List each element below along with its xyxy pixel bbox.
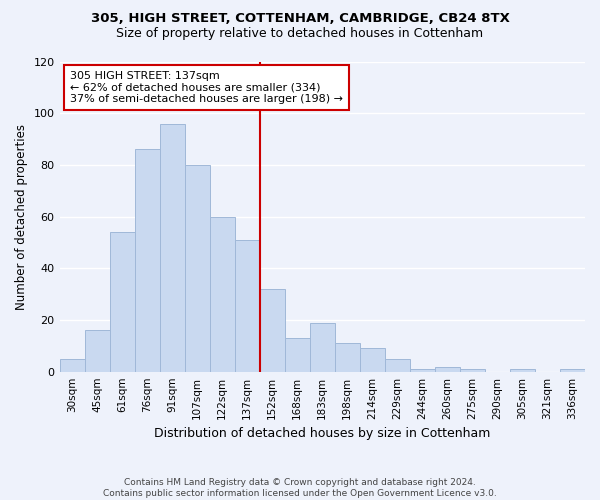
Text: Contains HM Land Registry data © Crown copyright and database right 2024.
Contai: Contains HM Land Registry data © Crown c… — [103, 478, 497, 498]
Bar — [335, 343, 360, 372]
Bar — [385, 359, 410, 372]
Bar — [59, 359, 85, 372]
Bar — [285, 338, 310, 372]
Y-axis label: Number of detached properties: Number of detached properties — [15, 124, 28, 310]
Text: 305, HIGH STREET, COTTENHAM, CAMBRIDGE, CB24 8TX: 305, HIGH STREET, COTTENHAM, CAMBRIDGE, … — [91, 12, 509, 26]
Bar — [310, 322, 335, 372]
Bar — [460, 369, 485, 372]
Bar — [185, 165, 209, 372]
Text: Size of property relative to detached houses in Cottenham: Size of property relative to detached ho… — [116, 28, 484, 40]
Bar — [435, 366, 460, 372]
Bar — [209, 216, 235, 372]
Bar — [510, 369, 535, 372]
Bar — [85, 330, 110, 372]
Bar — [260, 289, 285, 372]
Bar — [235, 240, 260, 372]
X-axis label: Distribution of detached houses by size in Cottenham: Distribution of detached houses by size … — [154, 427, 490, 440]
Bar — [360, 348, 385, 372]
Bar — [110, 232, 134, 372]
Bar — [560, 369, 585, 372]
Bar — [160, 124, 185, 372]
Bar — [410, 369, 435, 372]
Text: 305 HIGH STREET: 137sqm
← 62% of detached houses are smaller (334)
37% of semi-d: 305 HIGH STREET: 137sqm ← 62% of detache… — [70, 71, 343, 104]
Bar — [134, 150, 160, 372]
